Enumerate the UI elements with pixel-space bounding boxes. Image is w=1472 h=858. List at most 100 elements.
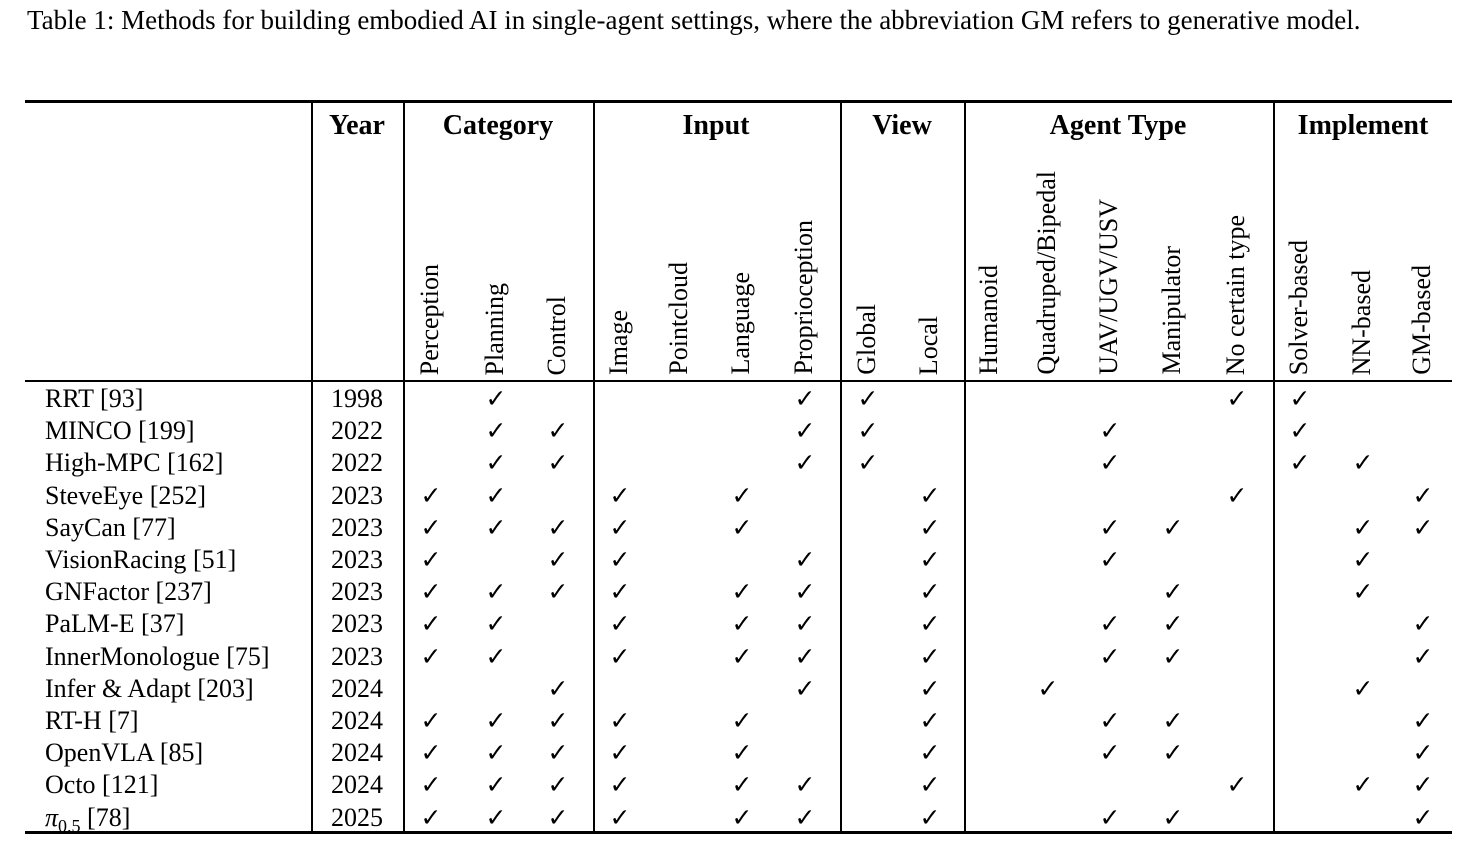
- check-mark-local: ✓: [919, 512, 941, 542]
- check-mark-language: ✓: [731, 802, 753, 832]
- check-mark-global: ✓: [857, 448, 879, 478]
- table-rule-bottom: [25, 831, 1452, 834]
- col-header-planning: Planning: [480, 282, 509, 375]
- table-row: OpenVLA [85] 2024 ✓ ✓ ✓ ✓ ✓ ✓ ✓ ✓ ✓: [0, 737, 1472, 770]
- year-cell: 2024: [331, 770, 383, 800]
- check-mark-control: ✓: [547, 706, 569, 735]
- check-mark-language: ✓: [731, 577, 753, 607]
- check-mark-proprioception: ✓: [794, 448, 816, 478]
- check-mark-manipulator: ✓: [1162, 706, 1184, 735]
- table-row: VisionRacing [51] 2023 ✓ ✓ ✓ ✓ ✓ ✓ ✓: [0, 544, 1472, 577]
- check-mark-perception: ✓: [420, 738, 442, 768]
- check-mark-perception: ✓: [420, 480, 442, 510]
- method-name: RRT [93]: [45, 384, 144, 413]
- check-mark-planning: ✓: [485, 770, 507, 800]
- check-mark-control: ✓: [547, 738, 569, 768]
- col-header-manipulator: Manipulator: [1157, 246, 1186, 375]
- check-mark-uav-ugv-usv: ✓: [1099, 706, 1121, 735]
- table-row: SayCan [77] 2023 ✓ ✓ ✓ ✓ ✓ ✓ ✓ ✓ ✓ ✓: [0, 512, 1472, 545]
- check-mark-planning: ✓: [485, 480, 507, 510]
- check-mark-gm-based: ✓: [1412, 770, 1434, 800]
- check-mark-perception: ✓: [420, 770, 442, 800]
- check-mark-solver-based: ✓: [1289, 448, 1311, 478]
- check-mark-no-certain-type: ✓: [1226, 770, 1248, 800]
- table-rule-header: [25, 380, 1452, 382]
- method-name: PaLM-E [37]: [45, 609, 185, 639]
- check-mark-proprioception: ✓: [794, 609, 816, 639]
- check-mark-no-certain-type: ✓: [1226, 480, 1248, 510]
- group-header-implement: Implement: [1297, 110, 1429, 141]
- check-mark-no-certain-type: ✓: [1226, 384, 1248, 413]
- check-mark-uav-ugv-usv: ✓: [1099, 545, 1121, 574]
- year-cell: 2023: [331, 609, 383, 639]
- check-mark-proprioception: ✓: [794, 577, 816, 607]
- check-mark-control: ✓: [547, 512, 569, 542]
- table-row: MINCO [199] 2022 ✓ ✓ ✓ ✓ ✓ ✓: [0, 415, 1472, 448]
- check-mark-control: ✓: [547, 416, 569, 446]
- check-mark-manipulator: ✓: [1162, 609, 1184, 639]
- column-separator: [1273, 103, 1275, 831]
- year-cell: 2025: [331, 802, 383, 832]
- check-mark-local: ✓: [919, 609, 941, 639]
- check-mark-local: ✓: [919, 802, 941, 832]
- check-mark-planning: ✓: [485, 738, 507, 768]
- col-header-no-certain-type: No certain type: [1221, 214, 1250, 375]
- year-cell: 2023: [331, 512, 383, 542]
- year-cell: 2024: [331, 738, 383, 768]
- check-mark-image: ✓: [609, 802, 631, 832]
- check-mark-proprioception: ✓: [794, 545, 816, 574]
- col-header-proprioception: Proprioception: [789, 220, 818, 375]
- check-mark-gm-based: ✓: [1412, 480, 1434, 510]
- method-name: Infer & Adapt [203]: [45, 673, 254, 703]
- check-mark-gm-based: ✓: [1412, 802, 1434, 832]
- check-mark-local: ✓: [919, 673, 941, 703]
- check-mark-perception: ✓: [420, 545, 442, 574]
- method-name: SteveEye [252]: [45, 480, 207, 510]
- method-name: SayCan [77]: [45, 512, 176, 542]
- check-mark-nn-based: ✓: [1352, 673, 1374, 703]
- check-mark-perception: ✓: [420, 577, 442, 607]
- year-cell: 2023: [331, 545, 383, 574]
- check-mark-global: ✓: [857, 384, 879, 413]
- check-mark-nn-based: ✓: [1352, 770, 1374, 800]
- check-mark-proprioception: ✓: [794, 673, 816, 703]
- check-mark-uav-ugv-usv: ✓: [1099, 802, 1121, 832]
- col-header-humanoid: Humanoid: [974, 265, 1003, 375]
- table-caption: Table 1: Methods for building embodied A…: [27, 5, 1361, 35]
- check-mark-solver-based: ✓: [1289, 384, 1311, 413]
- method-name: VisionRacing [51]: [45, 545, 237, 574]
- check-mark-gm-based: ✓: [1412, 641, 1434, 671]
- group-header-category: Category: [442, 110, 554, 141]
- table-row: RT-H [7] 2024 ✓ ✓ ✓ ✓ ✓ ✓ ✓ ✓ ✓: [0, 705, 1472, 738]
- check-mark-local: ✓: [919, 577, 941, 607]
- check-mark-perception: ✓: [420, 609, 442, 639]
- check-mark-image: ✓: [609, 641, 631, 671]
- check-mark-uav-ugv-usv: ✓: [1099, 416, 1121, 446]
- check-mark-language: ✓: [731, 706, 753, 735]
- group-header-view: View: [872, 110, 932, 141]
- check-mark-planning: ✓: [485, 416, 507, 446]
- check-mark-control: ✓: [547, 673, 569, 703]
- col-header-solver-based: Solver-based: [1284, 239, 1313, 375]
- check-mark-quadruped-bipedal: ✓: [1037, 673, 1059, 703]
- check-mark-uav-ugv-usv: ✓: [1099, 641, 1121, 671]
- table-row: GNFactor [237] 2023 ✓ ✓ ✓ ✓ ✓ ✓ ✓ ✓ ✓: [0, 576, 1472, 609]
- check-mark-image: ✓: [609, 738, 631, 768]
- check-mark-gm-based: ✓: [1412, 609, 1434, 639]
- check-mark-language: ✓: [731, 770, 753, 800]
- col-header-nn-based: NN-based: [1347, 269, 1376, 375]
- check-mark-nn-based: ✓: [1352, 545, 1374, 574]
- check-mark-proprioception: ✓: [794, 770, 816, 800]
- year-cell: 2023: [331, 577, 383, 607]
- check-mark-image: ✓: [609, 480, 631, 510]
- year-cell: 2024: [331, 673, 383, 703]
- check-mark-uav-ugv-usv: ✓: [1099, 448, 1121, 478]
- check-mark-manipulator: ✓: [1162, 577, 1184, 607]
- col-header-image: Image: [604, 310, 633, 375]
- check-mark-control: ✓: [547, 770, 569, 800]
- column-separator: [964, 103, 966, 831]
- table-row: SteveEye [252] 2023 ✓ ✓ ✓ ✓ ✓ ✓ ✓: [0, 480, 1472, 513]
- col-header-control: Control: [542, 295, 571, 375]
- check-mark-local: ✓: [919, 706, 941, 735]
